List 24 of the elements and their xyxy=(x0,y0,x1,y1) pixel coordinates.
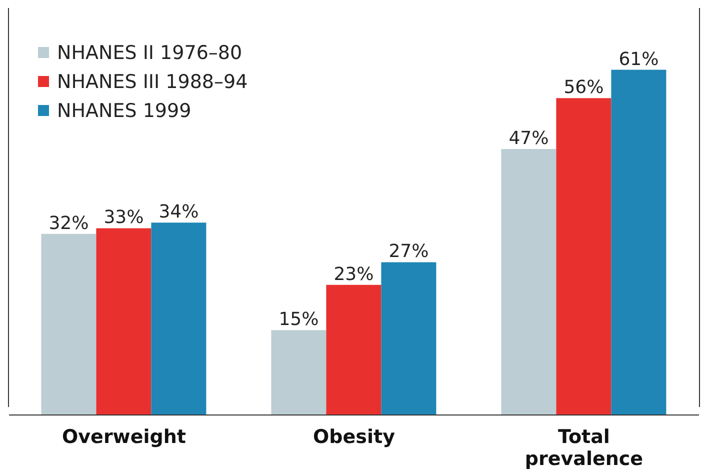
legend-label: NHANES II 1976–80 xyxy=(57,42,242,64)
bar xyxy=(611,70,666,415)
bar xyxy=(326,284,382,415)
data-label: 61% xyxy=(618,48,659,70)
bar xyxy=(381,262,436,415)
bar xyxy=(271,330,326,415)
data-label: 56% xyxy=(564,77,604,98)
data-label: 27% xyxy=(388,241,429,262)
data-label: 23% xyxy=(334,264,374,285)
bar xyxy=(556,98,612,415)
x-tick-label: Total prevalence xyxy=(524,426,644,470)
bar xyxy=(151,222,206,415)
x-tick-label: Obesity xyxy=(313,426,396,448)
legend-label: NHANES III 1988–94 xyxy=(57,70,248,92)
data-label: 34% xyxy=(158,202,199,223)
x-tick-label: Overweight xyxy=(62,426,186,448)
legend-label: NHANES 1999 xyxy=(57,100,192,122)
bar xyxy=(96,228,152,415)
bar xyxy=(41,234,96,415)
data-label: 33% xyxy=(104,207,144,228)
data-label: 47% xyxy=(508,128,549,150)
bar xyxy=(501,149,556,415)
data-label: 32% xyxy=(48,212,89,234)
data-label: 15% xyxy=(278,309,319,330)
